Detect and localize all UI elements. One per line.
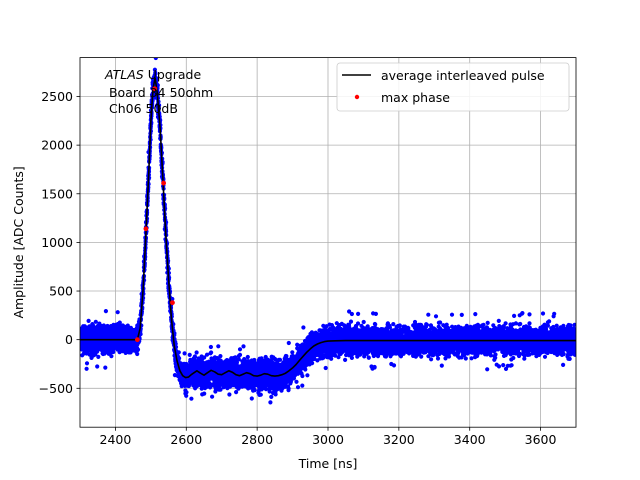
legend-label-average: average interleaved pulse	[381, 68, 545, 83]
axis-ticks: 2400 2600 2800 3000 3200 3400 3600 −500 0 500 1000…	[39, 89, 557, 447]
y-tick-label: 2500	[41, 89, 73, 104]
max-phase-point	[170, 300, 175, 306]
annotation-atlas: ATLAS	[104, 67, 144, 82]
x-tick-label: 3600	[525, 432, 557, 447]
y-tick-label: −500	[39, 381, 73, 396]
y-axis-title: Amplitude [ADC Counts]	[11, 166, 26, 318]
legend: average interleaved pulse max phase	[336, 62, 570, 112]
y-tick-label: 500	[49, 284, 73, 299]
annotation-upgrade: Upgrade	[144, 67, 202, 82]
max-phase-point	[143, 226, 149, 232]
legend-box	[336, 62, 570, 112]
plot-data	[80, 57, 576, 405]
max-phase-point	[152, 86, 158, 92]
y-tick-label: 2000	[41, 138, 73, 153]
x-tick-label: 3200	[383, 432, 415, 447]
legend-marker-swatch	[354, 94, 360, 100]
max-phase-point	[134, 337, 140, 343]
annotation-line-1: ATLAS Upgrade	[104, 67, 201, 82]
x-tick-label: 3400	[454, 432, 486, 447]
y-tick-label: 1500	[41, 186, 73, 201]
y-tick-label: 0	[65, 332, 73, 347]
annotation-line-3: Ch06 50dB	[105, 101, 178, 116]
x-tick-label: 2600	[170, 432, 202, 447]
x-tick-label: 3000	[312, 432, 344, 447]
grid	[80, 57, 576, 428]
x-tick-label: 2400	[100, 432, 132, 447]
average-interleaved-pulse-line	[80, 77, 576, 379]
atlas-annotation: ATLAS Upgrade Board 34 50ohm Ch06 50dB	[104, 67, 213, 116]
annotation-line-2: Board 34 50ohm	[105, 85, 213, 100]
x-axis-title: Time [ns]	[298, 456, 358, 471]
y-tick-label: 1000	[41, 235, 73, 250]
x-tick-label: 2800	[241, 432, 273, 447]
legend-label-max-phase: max phase	[381, 90, 450, 105]
max-phase-point	[161, 180, 167, 186]
